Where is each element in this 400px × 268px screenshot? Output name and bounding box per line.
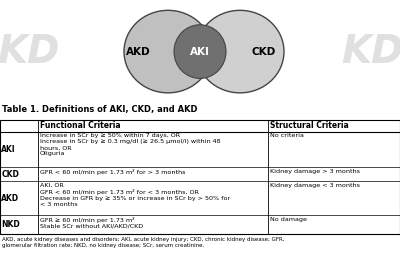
Text: GFR ≥ 60 ml/min per 1.73 m²
Stable SCr without AKI/AKD/CKD: GFR ≥ 60 ml/min per 1.73 m² Stable SCr w… (40, 217, 143, 229)
Text: CKD: CKD (1, 170, 19, 179)
Text: Kidney damage < 3 months: Kidney damage < 3 months (270, 183, 360, 188)
Text: Table 1. Definitions of AKI, CKD, and AKD: Table 1. Definitions of AKI, CKD, and AK… (2, 105, 198, 114)
Text: Structural Criteria: Structural Criteria (270, 121, 349, 130)
Text: AKD: AKD (126, 47, 150, 57)
Text: AKI: AKI (1, 145, 16, 154)
Text: Functional Criteria: Functional Criteria (40, 121, 121, 130)
Bar (0, 120, 400, 234)
Text: No criteria: No criteria (270, 133, 304, 138)
Text: KD: KD (0, 33, 59, 70)
Ellipse shape (124, 10, 212, 93)
Text: GFR < 60 ml/min per 1.73 m² for > 3 months: GFR < 60 ml/min per 1.73 m² for > 3 mont… (40, 169, 186, 175)
Text: NKD: NKD (1, 220, 20, 229)
Text: Increase in SCr by ≥ 50% within 7 days, OR
Increase in SCr by ≥ 0.3 mg/dl (≥ 26.: Increase in SCr by ≥ 50% within 7 days, … (40, 133, 220, 156)
Ellipse shape (174, 25, 226, 79)
Text: AKD: AKD (1, 194, 19, 203)
Text: AKI: AKI (190, 47, 210, 57)
Text: CKD: CKD (252, 47, 276, 57)
Ellipse shape (196, 10, 284, 93)
Text: AKI, OR
GFR < 60 ml/min per 1.73 m² for < 3 months, OR
Decrease in GFR by ≥ 35% : AKI, OR GFR < 60 ml/min per 1.73 m² for … (40, 183, 230, 207)
Text: Kidney damage > 3 months: Kidney damage > 3 months (270, 169, 360, 174)
Text: AKD, acute kidney diseases and disorders; AKI, acute kidney injury; CKD, chronic: AKD, acute kidney diseases and disorders… (2, 237, 284, 248)
Text: KD: KD (341, 33, 400, 70)
Text: No damage: No damage (270, 217, 307, 222)
